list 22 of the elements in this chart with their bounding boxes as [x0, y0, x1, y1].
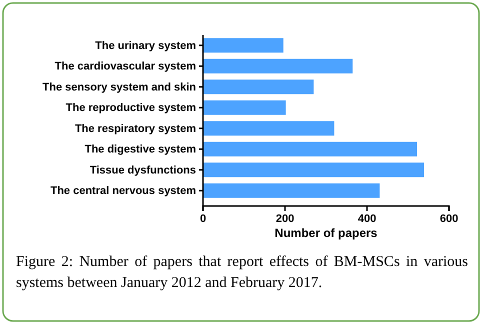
- bar: [203, 38, 284, 53]
- bar: [203, 183, 380, 198]
- y-tick-label: The sensory system and skin: [42, 81, 196, 94]
- bar: [203, 58, 353, 74]
- bar: [203, 142, 418, 156]
- y-tick-label: The respiratory system: [74, 122, 196, 135]
- x-tick-label: 400: [358, 212, 376, 225]
- bar: [203, 162, 424, 178]
- y-tick-label: The reproductive system: [66, 102, 196, 114]
- y-tick-label: The urinary system: [95, 40, 196, 52]
- y-tick-label: Tissue dysfunctions: [90, 164, 196, 176]
- y-tick-label: The central nervous system: [50, 185, 196, 198]
- x-tick-label: 0: [200, 212, 206, 225]
- y-tick-label: The digestive system: [84, 144, 196, 156]
- x-tick-label: 200: [276, 212, 294, 225]
- x-tick-label: 600: [440, 212, 458, 225]
- caption: Figure 2: Number of papers that report effects of BM-MSCs in various systems between January 2012 and February 2017.: [16, 253, 468, 293]
- x-axis-title: Number of papers: [274, 226, 378, 240]
- bar: [203, 80, 314, 94]
- bar: [203, 121, 334, 136]
- y-tick-label: The cardiovascular system: [54, 60, 196, 73]
- bar: [203, 100, 286, 115]
